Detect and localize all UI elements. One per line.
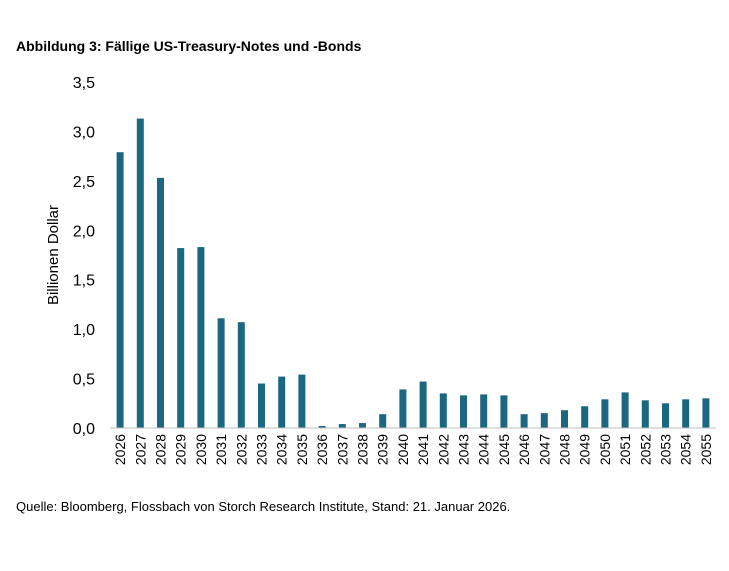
y-axis-label: Billionen Dollar	[45, 205, 62, 305]
bar	[136, 118, 144, 428]
bar	[197, 247, 205, 428]
x-tick-label: 2055	[698, 434, 714, 465]
bar	[662, 403, 669, 428]
y-tick-label: 2,0	[73, 223, 95, 240]
x-tick-label: 2053	[658, 434, 674, 465]
x-tick-label: 2034	[274, 434, 290, 465]
bar	[278, 376, 286, 428]
x-tick-label: 2041	[415, 434, 431, 465]
x-tick-label: 2050	[597, 434, 613, 465]
x-tick-label: 2054	[678, 434, 694, 465]
x-tick-label: 2030	[193, 434, 209, 465]
bar	[439, 393, 447, 428]
x-tick-label: 2047	[536, 434, 552, 465]
figure-title: Abbildung 3: Fällige US-Treasury-Notes u…	[16, 38, 362, 54]
y-axis-ticks: 0,0 0,5 1,0 1,5 2,0 2,5 3,0 3,5	[73, 75, 95, 438]
y-tick-label: 3,0	[73, 124, 95, 141]
x-tick-label: 2048	[557, 434, 573, 465]
y-tick-label: 1,5	[73, 273, 95, 290]
bar	[460, 395, 467, 428]
bar	[419, 381, 427, 428]
source-note: Quelle: Bloomberg, Flossbach von Storch …	[16, 499, 511, 514]
bar	[399, 389, 407, 428]
bar	[702, 398, 710, 428]
y-tick-label: 0,0	[73, 421, 95, 438]
y-axis-label-group: Billionen Dollar	[45, 205, 62, 305]
bar	[318, 426, 326, 428]
x-tick-label: 2031	[213, 434, 229, 465]
bars	[116, 118, 710, 428]
bar	[359, 423, 366, 428]
x-tick-label: 2027	[132, 434, 148, 465]
x-tick-label: 2035	[294, 434, 310, 465]
bar	[480, 394, 488, 428]
bar	[177, 248, 185, 428]
x-tick-label: 2032	[233, 434, 249, 465]
x-tick-label: 2026	[112, 434, 128, 465]
x-tick-label: 2045	[496, 434, 512, 465]
bar	[237, 322, 245, 428]
bar	[379, 414, 387, 428]
bar	[520, 414, 528, 428]
bar	[338, 424, 346, 428]
x-axis-ticks: 2026 2027 2028 2029 2030 2031 2032 2033 2034 2035…	[112, 434, 714, 465]
x-tick-label: 2044	[476, 434, 492, 465]
bar	[116, 152, 124, 428]
y-tick-label: 1,0	[73, 322, 95, 339]
y-tick-label: 0,5	[73, 372, 95, 389]
bar	[682, 399, 690, 428]
x-tick-label: 2043	[456, 434, 472, 465]
bar	[601, 399, 609, 428]
bar	[500, 395, 508, 428]
bar	[540, 413, 548, 428]
bar	[157, 177, 164, 428]
x-tick-label: 2040	[395, 434, 411, 465]
bar	[641, 400, 649, 428]
x-tick-label: 2052	[637, 434, 653, 465]
bar	[298, 374, 306, 428]
bar	[258, 383, 265, 428]
y-tick-label: 3,5	[73, 75, 95, 92]
x-tick-label: 2039	[375, 434, 391, 465]
x-tick-label: 2051	[617, 434, 633, 465]
x-tick-label: 2033	[254, 434, 270, 465]
bar	[581, 406, 589, 428]
x-tick-label: 2037	[334, 434, 350, 465]
bar	[217, 318, 225, 428]
x-tick-label: 2029	[173, 434, 189, 465]
x-tick-label: 2036	[314, 434, 330, 465]
bar	[621, 392, 629, 428]
y-tick-label: 2,5	[73, 174, 95, 191]
x-tick-label: 2046	[516, 434, 532, 465]
bar	[561, 410, 568, 428]
x-tick-label: 2038	[355, 434, 371, 465]
x-tick-label: 2042	[435, 434, 451, 465]
x-tick-label: 2049	[577, 434, 593, 465]
x-tick-label: 2028	[153, 434, 169, 465]
